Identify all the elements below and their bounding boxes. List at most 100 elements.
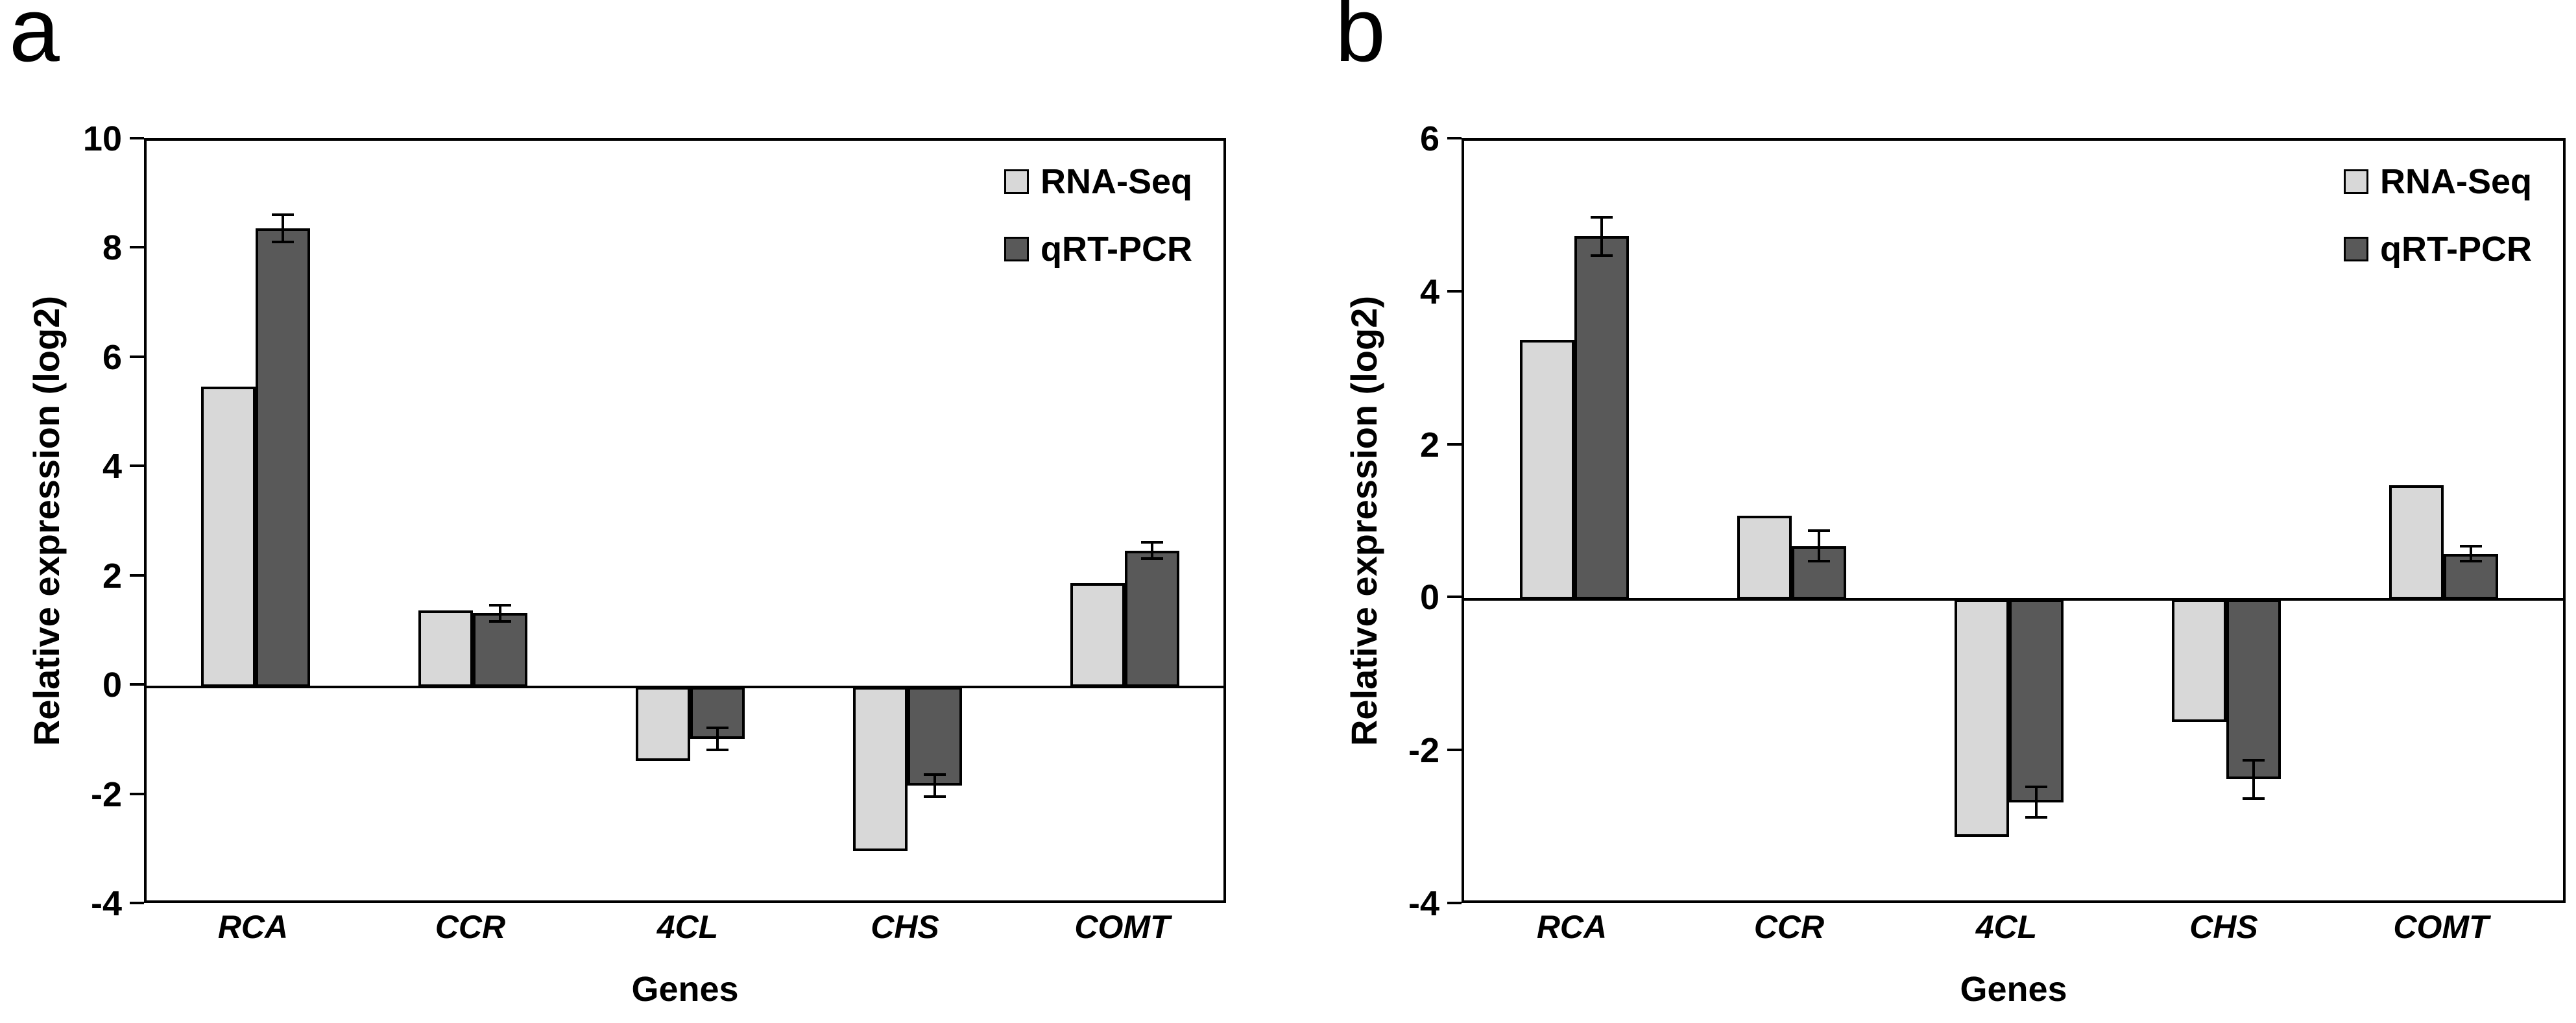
error-bar-cap-bottom [2460, 560, 2482, 563]
error-bar-comt [2470, 546, 2472, 562]
error-bar-4cl [2035, 787, 2038, 818]
plot-area: RNA-Seq qRT-PCR [1462, 138, 2566, 903]
y-tick-mark [1447, 902, 1462, 904]
error-bar-ccr [499, 605, 501, 622]
error-bar-cap-bottom [489, 620, 511, 623]
bar-rna-seq-ccr [418, 610, 473, 688]
y-tick-label: 2 [102, 556, 122, 596]
error-bar-cap-top [1141, 540, 1163, 544]
error-bar-rca [1600, 217, 1603, 256]
x-axis-title: Genes [631, 970, 739, 1009]
x-category-label-chs: CHS [2189, 909, 2258, 945]
x-category-label-comt: COMT [2393, 909, 2489, 945]
x-category-label-4cl: 4CL [1975, 909, 2038, 945]
bar-qrt-pcr-chs [2226, 599, 2281, 780]
bar-qrt-pcr-comt [1125, 550, 1179, 688]
panel-letter-b: b [1335, 0, 1386, 80]
error-bar-cap-top [272, 213, 294, 216]
y-tick-label: 2 [1419, 425, 1439, 464]
y-tick-label: 8 [102, 228, 122, 268]
plot-area: RNA-Seq qRT-PCR [144, 138, 1226, 903]
error-bar-cap-bottom [2243, 797, 2265, 800]
y-axis-title: Relative expression (log2) [26, 295, 67, 746]
error-bar-cap-bottom [1808, 560, 1830, 563]
bar-rna-seq-comt [1070, 583, 1125, 688]
y-tick-mark [1447, 442, 1462, 446]
zero-axis-line [147, 686, 1223, 689]
error-bar-chs [933, 774, 936, 797]
y-tick-label: 6 [1419, 119, 1439, 158]
x-category-label-ccr: CCR [435, 909, 506, 945]
error-bar-cap-top [706, 727, 728, 730]
error-bar-comt [1151, 542, 1153, 559]
bar-rna-seq-comt [2389, 485, 2444, 600]
y-tick-mark [130, 792, 144, 795]
x-category-label-rca: RCA [1536, 909, 1607, 945]
y-tick-mark [130, 902, 144, 904]
error-bar-4cl [716, 728, 719, 750]
y-tick-mark [1447, 137, 1462, 139]
error-bar-ccr [1818, 531, 1820, 562]
error-bar-cap-bottom [2025, 816, 2047, 819]
y-tick-label: -2 [1408, 731, 1439, 771]
legend-swatch-qrt-pcr [1004, 237, 1029, 261]
y-tick-label: 0 [1419, 578, 1439, 618]
y-tick-label: 4 [1419, 272, 1439, 311]
error-bar-cap-bottom [706, 748, 728, 751]
y-tick-label: 0 [102, 666, 122, 705]
legend-swatch-rna-seq [1004, 169, 1029, 194]
error-bar-rca [282, 214, 284, 242]
legend-swatch-qrt-pcr [2344, 237, 2368, 261]
bar-rna-seq-rca [201, 386, 256, 688]
chart-panel-a: a RNA-Seq qRT-PCR 10 8 6 4 2 0 -2 -4 RCA CCR 4CL CHS CO… [9, 0, 1226, 1009]
x-category-label-4cl: 4CL [656, 909, 719, 945]
y-tick-label: -2 [90, 775, 122, 814]
legend-label-qrt-pcr: qRT-PCR [2380, 230, 2532, 269]
bar-qrt-pcr-4cl [2009, 599, 2064, 802]
error-bar-cap-top [489, 603, 511, 607]
y-tick-mark [130, 246, 144, 249]
error-bar-cap-top [1591, 215, 1613, 219]
error-bar-cap-top [1808, 529, 1830, 533]
legend-label-rna-seq: RNA-Seq [2380, 162, 2533, 201]
bar-rna-seq-chs [2172, 599, 2226, 723]
x-category-label-chs: CHS [871, 909, 939, 945]
y-tick-mark [1447, 749, 1462, 752]
y-tick-mark [130, 683, 144, 686]
bar-qrt-pcr-rca [256, 228, 310, 688]
bar-qrt-pcr-ccr [473, 613, 527, 688]
y-tick-label: 6 [102, 337, 122, 377]
x-category-label-comt: COMT [1074, 909, 1170, 945]
x-axis-title: Genes [1960, 970, 2067, 1009]
error-bar-cap-top [924, 773, 946, 776]
error-bar-chs [2252, 760, 2255, 799]
error-bar-cap-bottom [272, 240, 294, 243]
y-tick-label: 10 [82, 119, 122, 158]
y-tick-mark [130, 137, 144, 139]
legend-label-rna-seq: RNA-Seq [1041, 162, 1193, 201]
y-tick-mark [130, 355, 144, 358]
error-bar-cap-bottom [1591, 254, 1613, 257]
error-bar-cap-bottom [924, 795, 946, 798]
bar-rna-seq-rca [1520, 339, 1574, 600]
y-tick-label: -4 [1408, 884, 1439, 923]
x-category-label-rca: RCA [217, 909, 289, 945]
y-tick-label: -4 [90, 884, 122, 923]
chart-panel-b: b RNA-Seq qRT-PCR 6 4 2 0 -2 -4 RCA CCR 4CL CHS COMT G… [1288, 0, 2576, 1023]
legend-label-qrt-pcr: qRT-PCR [1041, 230, 1192, 269]
error-bar-cap-top [2025, 786, 2047, 789]
y-tick-mark [130, 464, 144, 468]
bar-qrt-pcr-chs [908, 687, 962, 786]
y-axis-title: Relative expression (log2) [1343, 295, 1384, 746]
y-tick-mark [1447, 596, 1462, 599]
panel-letter-a: a [9, 0, 60, 80]
error-bar-cap-bottom [1141, 557, 1163, 560]
error-bar-cap-top [2243, 758, 2265, 762]
zero-axis-line [1464, 598, 2563, 601]
error-bar-cap-top [2460, 544, 2482, 548]
bar-rna-seq-chs [853, 687, 908, 851]
y-tick-label: 4 [102, 447, 122, 487]
y-tick-mark [130, 573, 144, 577]
y-tick-mark [1447, 289, 1462, 293]
